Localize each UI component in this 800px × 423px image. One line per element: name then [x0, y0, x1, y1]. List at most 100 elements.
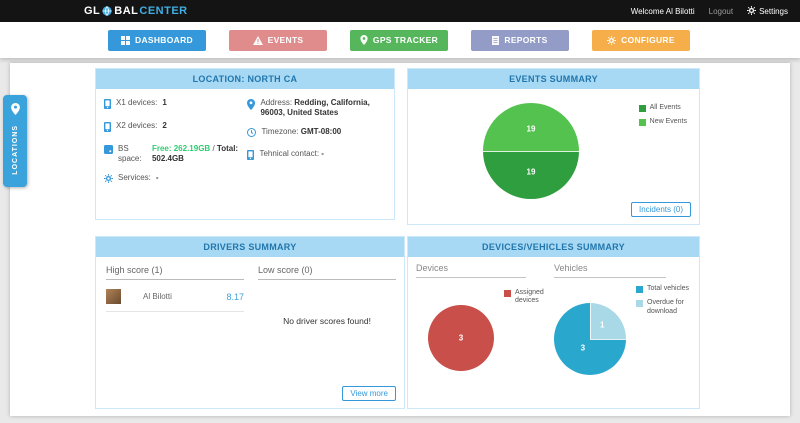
legend-label: New Events — [649, 118, 687, 126]
legend-label: Overdue for download — [647, 299, 684, 315]
services-icon — [104, 174, 113, 186]
timezone-clock-icon — [247, 128, 257, 140]
drivers-panel-title: DRIVERS SUMMARY — [96, 237, 404, 257]
high-score-header: High score (1) — [106, 265, 244, 280]
location-panel-title: LOCATION: NORTH CA — [96, 69, 394, 89]
legend-item-total-vehicles[interactable]: Total vehicles — [636, 285, 694, 293]
legend-item-new-events[interactable]: New Events — [638, 118, 687, 127]
services-label: Services: — [118, 173, 151, 182]
storage-icon — [104, 145, 113, 157]
events-pie-chart[interactable]: 19 19 — [483, 103, 579, 199]
tab-dashboard[interactable]: DASHBOARD — [108, 29, 206, 51]
vehicles-pie-chart[interactable]: 1 3 — [554, 303, 626, 375]
address-pin-icon — [247, 99, 256, 113]
configure-gear-icon — [607, 35, 617, 45]
bs-free-value: Free: 262.19GB — [151, 144, 211, 153]
x1-label: X1 devices: — [116, 98, 158, 107]
legend-swatch-overdue-download — [636, 300, 643, 308]
main-nav: DASHBOARD EVENTS GPS TRACKER REPORTS CON… — [0, 22, 800, 58]
services-value: - — [155, 173, 159, 182]
tab-events[interactable]: EVENTS — [229, 29, 327, 51]
app-logo: GL BAL CENTER — [84, 5, 188, 17]
devices-panel-title: DEVICES/VEHICLES SUMMARY — [408, 237, 699, 257]
gps-pin-icon — [360, 35, 368, 45]
sidebar-tab-locations[interactable]: LOCATIONS — [3, 95, 27, 187]
contact-icon — [247, 150, 255, 163]
legend-item-overdue-download[interactable]: Overdue for download — [636, 299, 694, 316]
services-row: Services: - — [104, 173, 247, 186]
pie-label-assigned-devices: 3 — [458, 333, 464, 343]
bs-label: BS space: — [118, 144, 142, 163]
devices-vehicles-summary-panel: DEVICES/VEHICLES SUMMARY Devices Vehicle… — [407, 236, 700, 409]
legend-item-assigned-devices[interactable]: Assigned devices — [504, 289, 556, 306]
no-scores-message: No driver scores found! — [283, 316, 371, 326]
address-value: Redding, California, 96003, United State… — [260, 98, 370, 117]
low-score-header: Low score (0) — [258, 265, 396, 280]
tab-label: EVENTS — [267, 35, 304, 45]
bs-space-row: BS space: Free: 262.19GB / Total: 502.4G… — [104, 144, 247, 164]
bs-separator: / — [212, 144, 215, 153]
address-label: Address: — [260, 98, 293, 107]
topbar: GL BAL CENTER Welcome Al Bilotti Logout … — [0, 0, 800, 22]
x1-devices-row: X1 devices: 1 — [104, 98, 247, 112]
events-legend: All Events New Events — [638, 104, 687, 133]
device-x2-icon — [104, 122, 111, 135]
locations-tab-label: LOCATIONS — [11, 125, 19, 175]
legend-label: Total vehicles — [647, 285, 690, 292]
bs-total-value: Total: 502.4GB — [151, 144, 239, 163]
contact-label: Tehnical contact: — [259, 149, 320, 158]
high-score-column: High score (1) Al Bilotti 8.17 — [106, 265, 244, 312]
pie-label-total-vehicles: 3 — [580, 343, 586, 353]
legend-label: Assigned devices — [515, 289, 544, 305]
device-x1-icon — [104, 99, 111, 112]
view-more-button[interactable]: View more — [342, 386, 396, 401]
location-panel: LOCATION: NORTH CA X1 devices: 1 X2 devi… — [95, 68, 395, 220]
legend-swatch-assigned-devices — [504, 290, 511, 297]
vehicles-subheader: Vehicles — [554, 263, 666, 278]
timezone-value: GMT-08:00 — [300, 127, 342, 136]
x2-value: 2 — [162, 121, 167, 130]
logo-text-gl: GL — [84, 5, 101, 17]
devices-legend: Assigned devices — [504, 289, 556, 312]
tab-label: REPORTS — [504, 35, 548, 45]
driver-list-item[interactable]: Al Bilotti 8.17 — [106, 289, 244, 312]
tab-reports[interactable]: REPORTS — [471, 29, 569, 51]
dashboard-icon — [121, 35, 131, 45]
timezone-row: Timezone: GMT-08:00 — [247, 127, 386, 140]
x2-devices-row: X2 devices: 2 — [104, 121, 247, 135]
settings-button[interactable]: Settings — [747, 5, 788, 17]
timezone-label: Timezone: — [261, 127, 299, 136]
incidents-button[interactable]: Incidents (0) — [630, 202, 691, 217]
welcome-text: Welcome Al Bilotti — [630, 6, 695, 16]
x1-value: 1 — [162, 98, 167, 107]
tab-configure[interactable]: CONFIGURE — [592, 29, 690, 51]
devices-pie-chart[interactable]: 3 — [428, 305, 494, 371]
legend-label: All Events — [649, 104, 681, 111]
contact-value: - — [321, 149, 324, 158]
drivers-summary-panel: DRIVERS SUMMARY High score (1) Al Bilott… — [95, 236, 405, 409]
logo-text-center: CENTER — [139, 5, 188, 17]
location-pin-icon — [10, 102, 20, 120]
logout-link[interactable]: Logout — [708, 6, 734, 16]
legend-swatch-new-events — [638, 119, 646, 127]
address-row: Address: Redding, California, 96003, Uni… — [247, 98, 386, 118]
tab-label: GPS TRACKER — [372, 35, 439, 45]
driver-avatar — [106, 289, 121, 304]
devices-subheader: Devices — [416, 263, 526, 278]
logo-text-bal: BAL — [114, 5, 139, 17]
pie-label-new-events: 19 — [526, 124, 536, 134]
vehicles-legend: Total vehicles Overdue for download — [636, 285, 694, 322]
driver-score: 8.17 — [226, 291, 244, 302]
topbar-right: Welcome Al Bilotti Logout Settings — [630, 5, 788, 17]
events-summary-panel: EVENTS SUMMARY 19 19 All Events New Even… — [407, 68, 700, 225]
tab-label: DASHBOARD — [135, 35, 193, 45]
tab-gps-tracker[interactable]: GPS TRACKER — [350, 29, 448, 51]
content-area: LOCATIONS LOCATION: NORTH CA X1 devices:… — [3, 63, 790, 416]
legend-swatch-total-vehicles — [636, 286, 643, 293]
report-document-icon — [492, 35, 500, 45]
tab-label: CONFIGURE — [621, 35, 675, 45]
warning-triangle-icon — [252, 35, 263, 45]
legend-item-all-events[interactable]: All Events — [638, 104, 687, 112]
gear-icon — [747, 5, 757, 17]
contact-row: Tehnical contact: - — [247, 149, 386, 163]
